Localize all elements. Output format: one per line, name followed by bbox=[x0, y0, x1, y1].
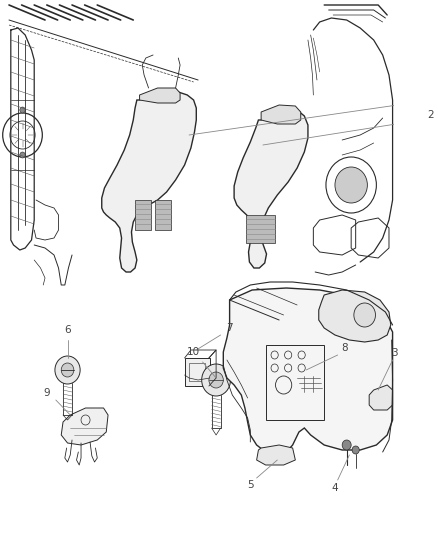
Polygon shape bbox=[369, 385, 392, 410]
Polygon shape bbox=[261, 105, 301, 124]
Polygon shape bbox=[61, 408, 108, 445]
Bar bbox=[265, 345, 324, 420]
Circle shape bbox=[201, 364, 230, 396]
Polygon shape bbox=[286, 375, 328, 395]
Circle shape bbox=[20, 107, 25, 113]
Polygon shape bbox=[223, 288, 392, 455]
Bar bbox=[155, 200, 171, 230]
Polygon shape bbox=[322, 368, 338, 388]
Bar bbox=[189, 363, 205, 381]
Text: 8: 8 bbox=[342, 343, 348, 353]
Bar bbox=[246, 215, 275, 243]
Text: 9: 9 bbox=[43, 388, 50, 398]
Polygon shape bbox=[319, 290, 391, 342]
Text: 4: 4 bbox=[332, 483, 338, 493]
Text: 7: 7 bbox=[226, 323, 233, 333]
Circle shape bbox=[209, 372, 223, 388]
Text: 2: 2 bbox=[427, 110, 434, 120]
Polygon shape bbox=[102, 92, 196, 272]
Polygon shape bbox=[257, 445, 295, 465]
Circle shape bbox=[20, 152, 25, 158]
Text: 6: 6 bbox=[64, 325, 71, 335]
Circle shape bbox=[61, 363, 74, 377]
Text: 3: 3 bbox=[391, 348, 398, 358]
Circle shape bbox=[354, 303, 375, 327]
Bar bbox=[184, 358, 210, 386]
Circle shape bbox=[342, 440, 351, 450]
Polygon shape bbox=[234, 107, 308, 268]
Bar bbox=[135, 200, 151, 230]
Polygon shape bbox=[140, 88, 180, 103]
Circle shape bbox=[335, 167, 367, 203]
Text: 10: 10 bbox=[187, 347, 200, 357]
Text: 5: 5 bbox=[247, 480, 254, 490]
Circle shape bbox=[352, 446, 359, 454]
Circle shape bbox=[55, 356, 80, 384]
